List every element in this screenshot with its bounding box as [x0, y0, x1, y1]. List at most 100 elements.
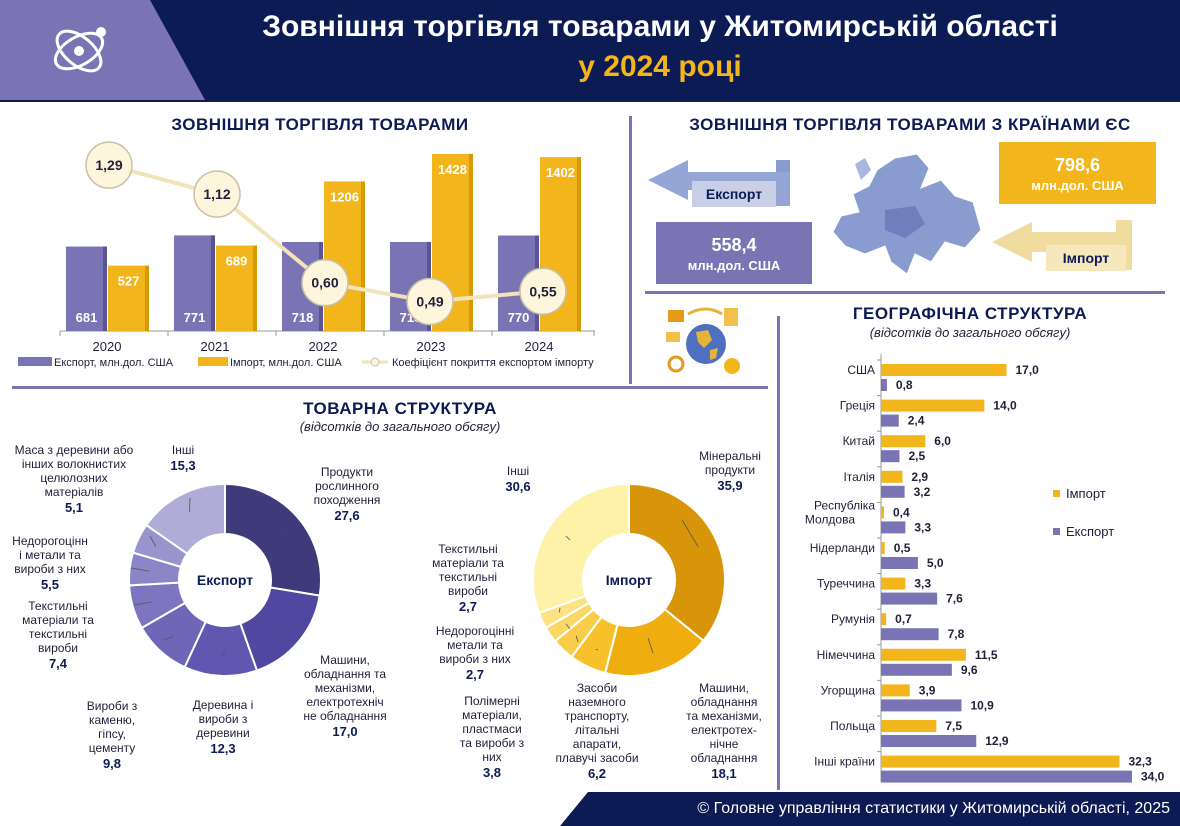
export-pie-leader-line	[149, 535, 157, 547]
import-data-label: 1428	[438, 162, 467, 177]
import-pie-slice-label: Машини,	[699, 681, 749, 695]
legend-swatch-export	[18, 357, 52, 366]
export-pie-leader-line	[221, 649, 226, 657]
export-data-label: 9,6	[961, 663, 978, 677]
import-pie-slice-label: Недорогоцінні	[436, 624, 514, 638]
import-data-label: 1206	[330, 189, 359, 204]
eu-trade-title: ЗОВНІШНЯ ТОРГІВЛЯ ТОВАРАМИ З КРАЇНАМИ ЄС	[689, 115, 1131, 134]
import-bar-shade	[253, 245, 257, 331]
import-pie-center-label: Імпорт	[606, 572, 653, 588]
export-pie-slice-label: целюлозних	[40, 471, 107, 485]
export-pie-leader-line	[130, 567, 149, 572]
page-subtitle: у 2024 році	[578, 50, 742, 83]
import-pie-slice-label: нічне	[710, 737, 739, 751]
x-tick-label: 2022	[309, 339, 338, 354]
category-label: Німеччина	[817, 648, 876, 662]
import-bar	[881, 684, 910, 697]
legend-label-coefficient: Коефіцієнт покриття експортом імпорту	[392, 357, 594, 369]
eu-import-value: 798,6	[1054, 155, 1101, 175]
legend-label-import: Імпорт	[1066, 486, 1106, 501]
eu-export-value: 558,4	[711, 235, 757, 255]
import-bar	[881, 364, 1007, 376]
export-pie-slice-value: 12,3	[210, 741, 235, 756]
import-bar	[881, 577, 906, 590]
export-pie-slice-label: Машини,	[320, 653, 370, 667]
export-pie-slice-label: Інші	[172, 443, 194, 457]
coefficient-marker	[519, 267, 567, 315]
import-bar	[881, 470, 903, 483]
export-data-label: 12,9	[985, 734, 1009, 748]
legend-label-export: Експорт, млн.дол. США	[54, 357, 174, 369]
import-bar	[881, 648, 966, 661]
europe-map-icon	[832, 153, 982, 275]
export-pie-slice	[224, 482, 322, 597]
import-bar	[881, 755, 1120, 768]
import-pie-leader-line	[595, 648, 599, 651]
export-data-label: 3,2	[914, 485, 931, 499]
export-pie-slice	[144, 482, 226, 556]
export-bar	[174, 235, 215, 331]
import-pie-slice-label: транспорту,	[565, 709, 630, 723]
export-data-label: 681	[76, 310, 98, 325]
legend-label-import: Імпорт, млн.дол. США	[230, 357, 342, 369]
import-data-label: 0,4	[893, 505, 910, 519]
export-pie-slice-value: 15,3	[170, 458, 195, 473]
export-pie-center	[180, 535, 270, 625]
geo-title: ГЕОГРАФІЧНА СТРУКТУРА	[852, 304, 1088, 323]
export-pie-leader-line	[189, 497, 191, 512]
export-pie-slice-label: Недорогоцінн	[12, 534, 88, 548]
export-pie-slice-label: Текстильні	[28, 599, 87, 613]
export-bar-shade	[211, 235, 215, 331]
export-pie-slice-label: Продукти	[321, 465, 373, 479]
import-bar	[108, 265, 149, 331]
export-pie-slice-label: механізми,	[315, 681, 375, 695]
import-pie-slice-label: обладнання	[691, 751, 758, 765]
import-pie-leader-line	[565, 535, 571, 541]
import-data-label: 6,0	[934, 434, 951, 448]
divider	[12, 386, 768, 389]
import-pie-slice-label: них	[482, 750, 501, 764]
import-pie-slice-value: 18,1	[711, 766, 736, 781]
import-pie-leader-line	[647, 637, 654, 654]
export-pie-slice-label: не обладнання	[303, 709, 386, 723]
export-bar	[881, 735, 977, 747]
export-pie-slice-label: і метали та	[19, 548, 81, 562]
import-label-box	[1046, 245, 1126, 271]
page-title: Зовнішня торгівля товарами у Житомирські…	[262, 10, 1058, 43]
import-bar	[881, 542, 885, 554]
export-data-label: 34,0	[1141, 770, 1165, 784]
category-label: Нідерланди	[810, 541, 875, 555]
coefficient-label: 0,60	[311, 275, 338, 291]
eu-import-box	[999, 142, 1156, 204]
import-pie-slice-label: текстильні	[439, 570, 497, 584]
coefficient-label: 1,29	[95, 157, 122, 173]
import-bar-shade	[361, 181, 365, 331]
export-bar	[881, 770, 1132, 783]
import-pie-leader-line	[681, 519, 699, 548]
commodity-title: ТОВАРНА СТРУКТУРА	[303, 399, 497, 418]
commodity-pie-charts: Продуктирослинногопоходження27,6Машини,о…	[12, 443, 762, 781]
export-bar	[881, 699, 962, 712]
import-data-label: 2,9	[911, 470, 928, 484]
export-data-label: 718	[292, 310, 314, 325]
import-pie-slice-label: метали та	[447, 638, 503, 652]
import-pie-slice-label: Інші	[507, 464, 529, 478]
export-pie-slice-label: гіпсу,	[98, 727, 126, 741]
divider	[777, 316, 780, 790]
export-bar	[881, 485, 905, 498]
coefficient-label: 0,55	[529, 283, 556, 299]
export-data-label: 770	[508, 310, 530, 325]
legend-swatch-marker	[370, 357, 380, 367]
import-data-label: 527	[118, 274, 140, 289]
export-pie-slice-label: походження	[314, 493, 381, 507]
import-pie-slice-value: 3,8	[483, 765, 501, 780]
export-pie-slice-value: 27,6	[334, 508, 359, 523]
export-data-label: 5,0	[927, 556, 944, 570]
export-bar	[881, 557, 918, 569]
export-data-label: 771	[184, 310, 206, 325]
export-bar	[881, 379, 887, 391]
import-data-label: 7,5	[945, 719, 962, 733]
trade-chart-title: ЗОВНІШНЯ ТОРГІВЛЯ ТОВАРАМИ	[171, 115, 469, 134]
export-pie-slice-label: матеріали та	[22, 613, 94, 627]
trade-bar-line-chart: 6815272020771689202171812062022718142820…	[18, 141, 595, 369]
